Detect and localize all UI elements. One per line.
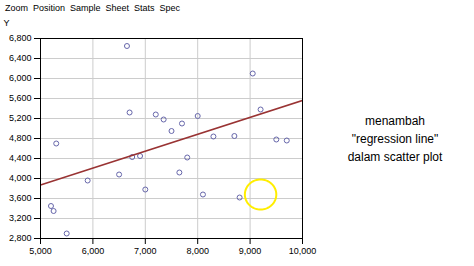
html-text:menambah "regression line" dal: menambah "regression line" dalam scatter… (347, 114, 443, 164)
svg-text:6,000: 6,000 (82, 246, 105, 256)
svg-text:4,000: 4,000 (9, 173, 32, 183)
svg-text:7,000: 7,000 (134, 246, 157, 256)
svg-text:5,200: 5,200 (9, 113, 32, 123)
svg-text:4,400: 4,400 (9, 153, 32, 163)
svg-text:3,600: 3,600 (9, 193, 32, 203)
svg-text:6,800: 6,800 (9, 33, 32, 43)
svg-text:6,400: 6,400 (9, 53, 32, 63)
svg-text:Y: Y (4, 18, 10, 28)
html-text:Zoom Position Sample Sheet Sta: Zoom Position Sample Sheet Stats Spec (5, 3, 181, 13)
svg-text:5,000: 5,000 (29, 246, 52, 256)
svg-text:8,000: 8,000 (186, 246, 209, 256)
svg-text:9,000: 9,000 (239, 246, 262, 256)
svg-text:5,600: 5,600 (9, 93, 32, 103)
svg-text:10,000: 10,000 (289, 246, 317, 256)
svg-text:2,800: 2,800 (9, 233, 32, 243)
svg-text:4,800: 4,800 (9, 133, 32, 143)
svg-text:6,000: 6,000 (9, 73, 32, 83)
svg-text:3,200: 3,200 (9, 213, 32, 223)
